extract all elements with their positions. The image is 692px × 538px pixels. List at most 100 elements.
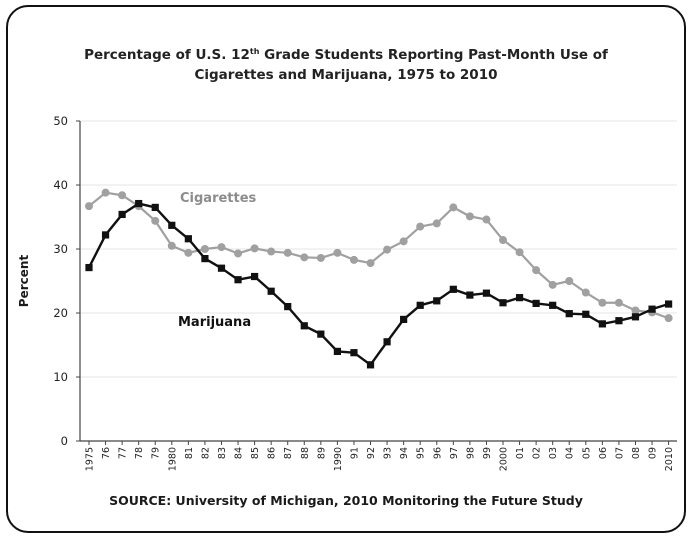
marijuana-point [217, 264, 226, 272]
axes [79, 121, 677, 442]
cigarettes-point [614, 298, 623, 307]
marijuana-series [85, 199, 673, 369]
cigarettes-point [200, 245, 209, 253]
marijuana-point [284, 303, 292, 311]
marijuana-point [168, 221, 176, 229]
cigarettes-point [532, 266, 541, 275]
marijuana-point [499, 299, 507, 307]
chart-title: Percentage of U.S. 12th Grade Students R… [0, 42, 692, 85]
cigarettes-point [118, 191, 127, 200]
marijuana-point [135, 199, 143, 208]
marijuana-point [482, 289, 491, 297]
cigarettes-point [383, 245, 392, 254]
series-group [85, 188, 673, 369]
marijuana-point [615, 317, 623, 325]
cigarettes-point [432, 219, 441, 228]
cigarettes-line [88, 191, 669, 320]
marijuana-point [416, 301, 424, 309]
marijuana-point [118, 210, 126, 219]
source-note: SOURCE: University of Michigan, 2010 Mon… [109, 493, 583, 508]
cigarettes-point [515, 248, 524, 257]
marijuana-point [101, 231, 110, 239]
title-superscript: th [249, 47, 260, 56]
cigarettes-point [151, 216, 160, 225]
marijuana-point [466, 291, 474, 299]
x-tick-label: 2000 [499, 447, 510, 471]
x-tick-label: 77 [118, 447, 129, 459]
cigarettes-point [664, 314, 673, 323]
cigarettes-point [482, 215, 491, 224]
cigarettes-point [598, 298, 607, 307]
marijuana-label: Marijuana [178, 315, 251, 330]
x-tick-label: 76 [101, 447, 112, 459]
cigarettes-point [283, 248, 292, 257]
x-tick-label: 82 [200, 447, 211, 459]
marijuana-point [449, 285, 457, 293]
marijuana-point [598, 320, 606, 328]
x-tick-label: 88 [300, 447, 311, 459]
cigarettes-point [631, 306, 640, 315]
marijuana-point [565, 310, 573, 318]
cigarettes-point [234, 249, 243, 258]
cigarettes-point [333, 248, 342, 257]
y-tick-label: 30 [53, 242, 68, 256]
y-tick-label: 50 [53, 114, 68, 128]
cigarettes-label: Cigarettes [180, 191, 257, 206]
marijuana-point [515, 294, 524, 302]
x-tick-label: 87 [283, 447, 294, 459]
y-tick-label: 20 [53, 306, 68, 320]
title-part-2: Grade Students Reporting Past-Month Use … [259, 47, 608, 63]
x-tick-label: 83 [217, 447, 228, 459]
x-tick-label: 84 [234, 447, 245, 459]
marijuana-point [85, 263, 93, 272]
marijuana-point [317, 330, 325, 338]
x-tick-label: 1975 [85, 447, 96, 471]
x-tick-label: 81 [184, 447, 195, 459]
cigarettes-point [399, 237, 408, 246]
x-tick-label: 1990 [333, 447, 344, 471]
cigarettes-point [184, 248, 193, 257]
marijuana-point [400, 315, 408, 323]
marijuana-point [433, 297, 441, 305]
marijuana-point [201, 255, 209, 263]
x-tick-label: 98 [465, 447, 476, 459]
cigarettes-point [250, 244, 259, 253]
marijuana-point [251, 272, 259, 281]
marijuana-point [532, 299, 540, 307]
cigarettes-point [366, 259, 375, 268]
cigarettes-point [416, 222, 425, 231]
title-part-1: Percentage of U.S. 12 [84, 47, 250, 63]
x-tick-label: 04 [565, 447, 576, 459]
y-tick-label: 0 [61, 434, 68, 448]
cigarettes-point [267, 247, 276, 256]
marijuana-point [267, 287, 275, 295]
marijuana-point [333, 347, 341, 355]
x-tick-label: 96 [432, 447, 443, 459]
x-tick-label: 07 [614, 447, 625, 459]
cigarettes-point [300, 253, 309, 262]
marijuana-point [648, 305, 656, 313]
marijuana-point [549, 301, 557, 309]
x-tick-label: 85 [250, 447, 261, 459]
x-tick-label: 06 [598, 447, 609, 459]
marijuana-point [383, 338, 391, 346]
cigarettes-point [85, 202, 93, 211]
x-tick-label: 08 [631, 447, 642, 459]
chart-frame [6, 5, 686, 533]
x-tick-label: 2010 [664, 447, 675, 471]
series-labels: Cigarettes Marijuana [178, 191, 257, 330]
x-tick-label: 01 [515, 447, 526, 459]
marijuana-point [366, 361, 375, 369]
x-tick-label: 94 [399, 447, 410, 459]
x-tick-label: 09 [648, 447, 659, 459]
x-tick-label: 1980 [167, 447, 178, 471]
cigarettes-point [217, 243, 226, 252]
x-tick-label: 95 [416, 447, 427, 459]
y-tick-label: 40 [53, 178, 68, 192]
marijuana-point [234, 276, 242, 284]
x-tick-label: 78 [134, 447, 145, 459]
cigarettes-point [565, 277, 574, 285]
cigarettes-point [499, 236, 507, 245]
cigarettes-point [101, 188, 110, 197]
marijuana-point [184, 235, 192, 243]
